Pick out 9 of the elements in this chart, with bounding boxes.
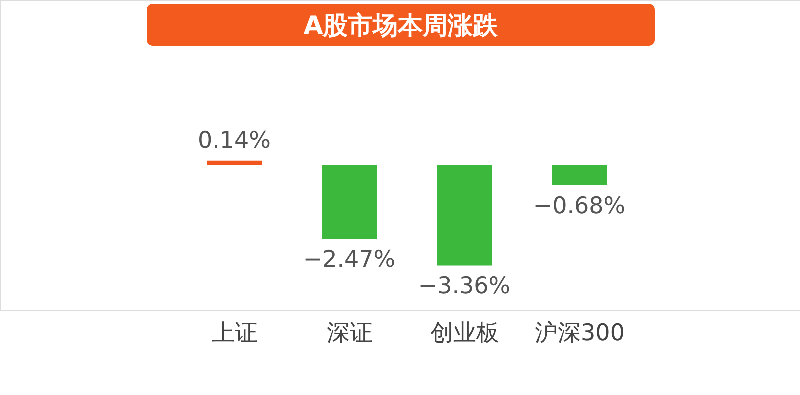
x-tick-label: 创业板 xyxy=(430,320,500,346)
chart-title: A股市场本周涨跌 xyxy=(304,11,500,40)
x-tick-label: 沪深300 xyxy=(535,320,625,346)
x-tick-label: 上证 xyxy=(212,320,258,346)
data-label: 0.14% xyxy=(198,128,272,154)
data-label: −2.47% xyxy=(303,247,396,274)
x-tick-label: 深证 xyxy=(327,320,373,346)
data-label: −3.36% xyxy=(418,274,511,300)
data-label: −0.68% xyxy=(533,193,626,220)
